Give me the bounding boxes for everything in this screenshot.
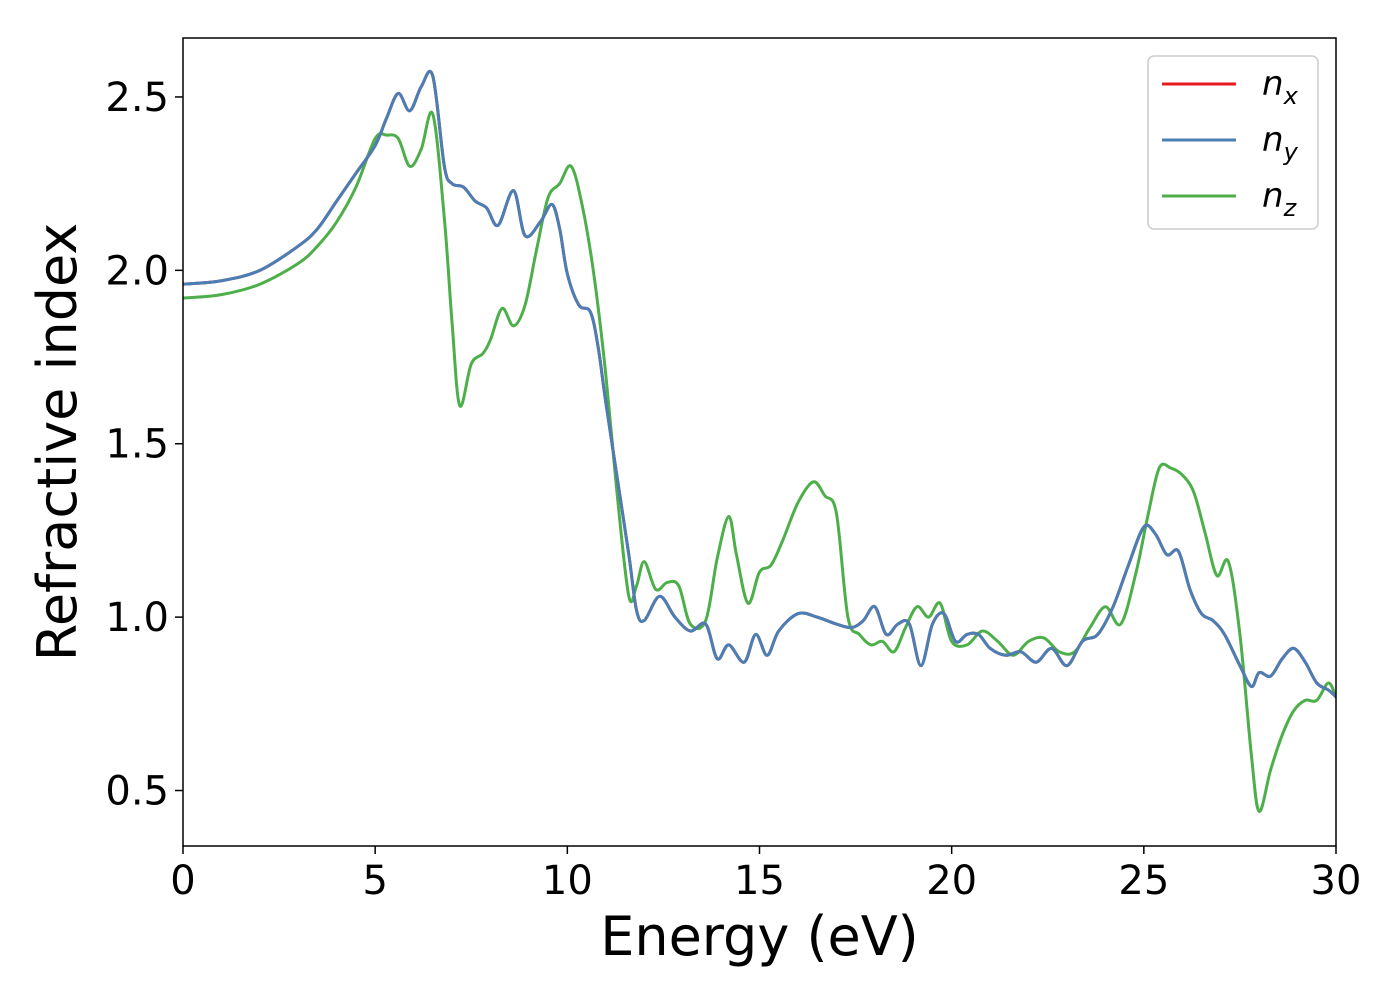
legend-label-z: nz: [1262, 176, 1298, 222]
y-tick-label: 1.5: [105, 422, 169, 468]
series-line-y: [183, 69, 1336, 699]
y-tick-label: 0.5: [105, 769, 169, 815]
legend-label-x: nx: [1262, 64, 1299, 110]
y-axis-label: Refractive index: [26, 223, 89, 662]
plot-background: [183, 38, 1336, 846]
x-tick-label: 0: [170, 858, 195, 904]
legend-label-y: ny: [1262, 120, 1299, 166]
x-tick-label: 5: [362, 858, 387, 904]
x-tick-label: 25: [1118, 858, 1169, 904]
series-layer: [183, 69, 1336, 813]
legend-entries: nx ny nz: [1162, 64, 1299, 222]
legend: nx ny nz: [1147, 55, 1319, 230]
y-axis-ticks: 0.5 1.0 1.5 2.0 2.5: [105, 75, 183, 815]
x-tick-label: 10: [542, 858, 593, 904]
x-axis-label: Energy (eV): [600, 905, 919, 968]
y-tick-label: 2.0: [105, 248, 169, 294]
x-tick-label: 15: [734, 858, 785, 904]
x-axis-ticks: 0 5 10 15 20 25 30: [170, 846, 1361, 904]
legend-box: [1147, 55, 1319, 230]
x-tick-label: 20: [926, 858, 977, 904]
series-line-z: [183, 110, 1336, 813]
y-tick-label: 2.5: [105, 75, 169, 121]
x-tick-label: 30: [1311, 858, 1362, 904]
y-tick-label: 1.0: [105, 595, 169, 641]
